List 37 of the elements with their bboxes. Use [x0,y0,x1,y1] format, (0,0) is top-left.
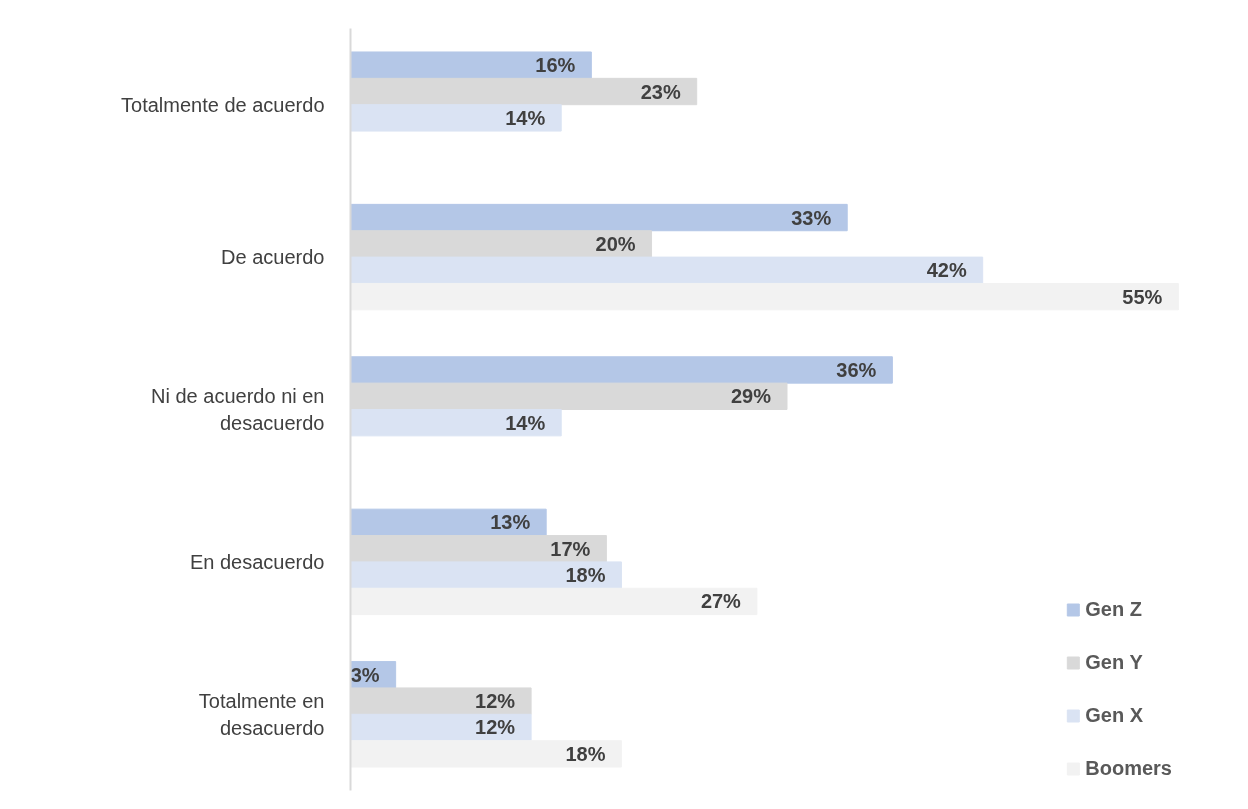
data-label: 13% [490,511,531,534]
bar [350,51,592,79]
data-label: 17% [550,537,591,560]
data-label: 55% [1122,285,1163,308]
data-label: 23% [640,80,681,103]
data-label: 12% [475,716,516,739]
data-label: 14% [505,411,546,434]
data-label: 29% [730,385,772,408]
data-label: 27% [700,590,742,613]
y-tick-label: De acuerdo [221,246,325,269]
legend-label: Gen Z [1085,598,1142,621]
bar [350,740,622,768]
bar [350,587,758,616]
bar [350,203,848,232]
bar [350,104,562,132]
data-label: 3% [350,663,380,686]
bar [350,409,562,437]
legend-label: Boomers [1085,757,1172,780]
y-tick-label: Totalmente de acuerdo [121,93,325,116]
data-label: 33% [791,206,832,229]
y-tick-label: Totalmente en desacuerdo [198,690,325,739]
bar [350,256,984,284]
data-label: 20% [595,232,636,255]
y-tick-label: Ni de acuerdo ni en desacuerdo [151,385,325,434]
data-label: 18% [565,742,606,765]
data-label: 18% [565,564,606,587]
legend-label: Gen Y [1085,651,1143,674]
bar [350,282,1179,311]
bar [350,356,893,384]
data-label: 12% [475,690,516,713]
data-label: 16% [535,54,576,77]
legend-label: Gen X [1085,704,1144,727]
data-label: 42% [926,259,967,282]
y-tick-label: En desacuerdo [189,550,325,573]
data-label: 36% [836,358,877,381]
bar [350,561,622,589]
data-label: 14% [505,106,546,129]
